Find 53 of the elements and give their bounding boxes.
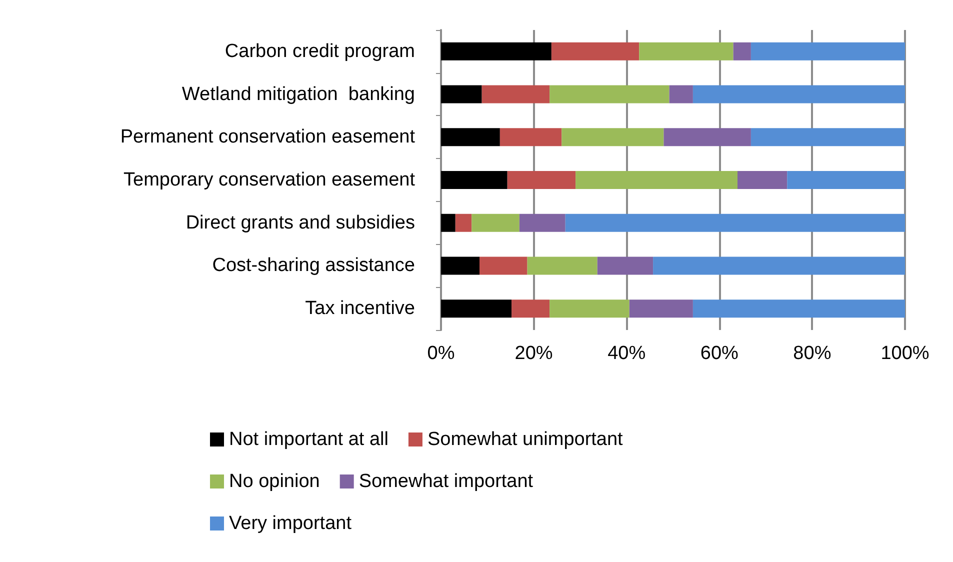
bar: [787, 171, 905, 189]
legend-label: Somewhat unimportant: [427, 429, 624, 450]
bar: [441, 300, 512, 318]
bar: [519, 214, 566, 232]
bar: [550, 300, 630, 318]
bar: [733, 42, 751, 60]
bar: [441, 171, 508, 189]
bar: [527, 256, 598, 275]
bar: [597, 256, 654, 275]
bar: [750, 128, 905, 146]
legend-label: Not important at all: [229, 429, 388, 450]
bar: [472, 214, 520, 232]
bar: [441, 214, 456, 232]
bar: [500, 128, 562, 146]
bar: [480, 256, 528, 275]
y-tick-label: Permanent conservation easement: [120, 126, 416, 148]
bar: [737, 171, 788, 189]
y-tick-label: Tax incentive: [305, 298, 415, 320]
bar: [441, 128, 500, 146]
y-tick-label: Temporary conservation easement: [124, 170, 416, 190]
x-tick-label: 0%: [427, 343, 455, 364]
bar: [629, 300, 693, 318]
y-tick-label: Direct grants and subsidies: [186, 212, 415, 234]
bar: [562, 128, 664, 146]
bar: [441, 42, 552, 60]
bar: [482, 85, 550, 104]
y-tick-label: Wetland mitigation banking: [182, 84, 415, 105]
x-tick-label: 40%: [608, 343, 646, 364]
bar: [576, 171, 738, 189]
legend-label: No opinion: [229, 471, 320, 492]
x-tick-label: 60%: [700, 343, 739, 364]
x-tick-label: 100%: [880, 343, 930, 364]
bar: [669, 85, 693, 104]
legend-label: Very important: [229, 513, 352, 534]
bar: [639, 42, 734, 60]
bar: [664, 128, 751, 146]
legend-label: Somewhat important: [358, 471, 534, 492]
x-tick-label: 80%: [793, 343, 832, 364]
bar: [550, 85, 670, 104]
x-tick-label: 20%: [514, 343, 553, 364]
bar: [512, 300, 550, 318]
y-tick-label: Cost-sharing assistance: [212, 255, 415, 276]
bar: [441, 85, 482, 104]
bar: [653, 256, 905, 275]
bar: [750, 42, 905, 60]
bar: [692, 300, 905, 318]
bar: [692, 85, 905, 104]
bar: [507, 171, 576, 189]
bar: [551, 42, 640, 60]
y-tick-label: Carbon credit program: [224, 40, 415, 62]
bar: [565, 214, 905, 232]
bar: [455, 214, 472, 232]
bar: [441, 256, 480, 275]
